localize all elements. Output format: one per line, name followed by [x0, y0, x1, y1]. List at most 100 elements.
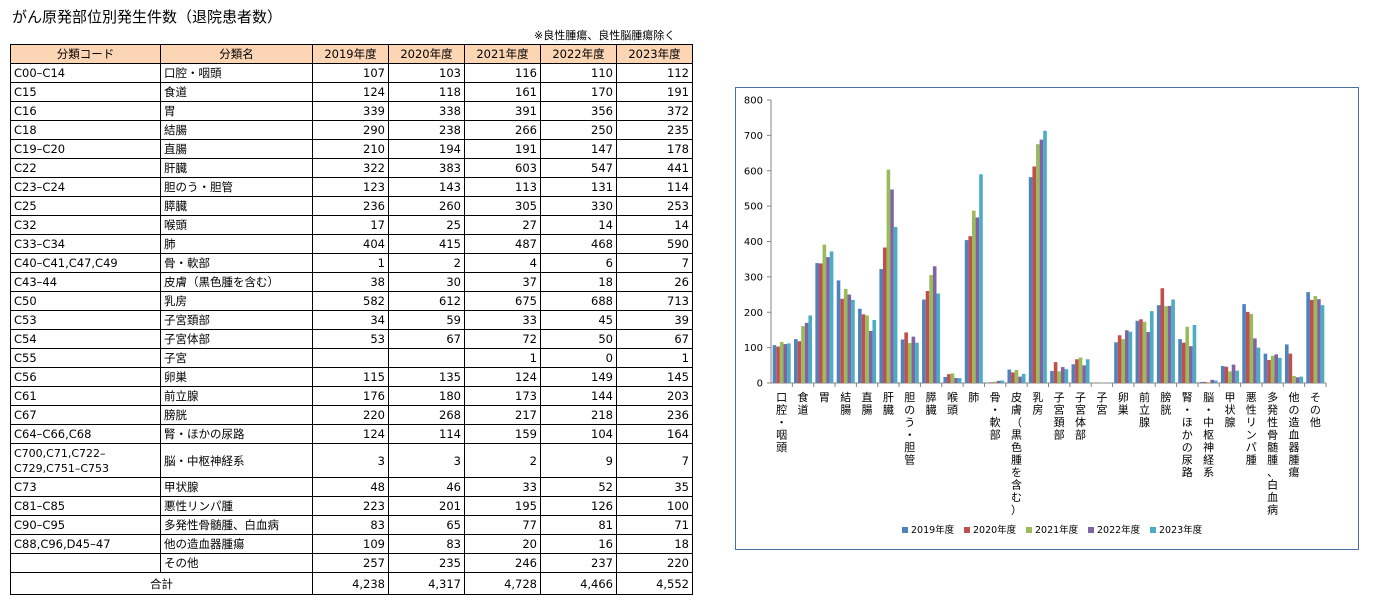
x-tick-label: 子宮体部 — [1075, 391, 1086, 442]
value-cell: 118 — [388, 82, 465, 102]
y-tick-label: 400 — [744, 237, 763, 248]
bar — [893, 226, 898, 383]
total-value-cell: 4,238 — [312, 572, 389, 595]
value-cell: 268 — [388, 405, 465, 425]
name-cell: 喉頭 — [160, 215, 313, 235]
bar — [779, 341, 784, 383]
table-row: C81–C85 悪性リンパ腫 223 201 195 126 100 — [10, 496, 693, 516]
bar — [915, 342, 919, 383]
bar — [1231, 364, 1236, 383]
bar — [1213, 380, 1218, 383]
value-cell: 487 — [464, 234, 541, 254]
bar — [1011, 372, 1015, 383]
legend-swatch — [1150, 527, 1156, 533]
code-cell: C22 — [10, 158, 161, 178]
value-cell: 39 — [616, 310, 693, 330]
column-header: 分類名 — [160, 44, 313, 64]
value-cell: 100 — [616, 496, 693, 516]
value-cell: 114 — [388, 424, 465, 444]
name-cell: 甲状腺 — [160, 477, 313, 497]
value-cell: 149 — [540, 367, 617, 387]
bar — [1156, 305, 1161, 383]
value-cell: 612 — [388, 291, 465, 311]
value-cell: 415 — [388, 234, 465, 254]
cancer-site-table: 分類コード 分類名 2019年度 2020年度 2021年度 2022年度 2023年度 C… — [10, 44, 693, 595]
bar — [907, 343, 912, 383]
table-row: C54 子宮体部 53 67 72 50 67 — [10, 329, 693, 349]
bar — [847, 294, 852, 383]
legend-swatch — [902, 527, 908, 533]
value-cell: 112 — [616, 63, 693, 83]
bar — [1128, 331, 1133, 383]
total-row: 合計 4,238 4,317 4,728 4,466 4,552 — [10, 572, 693, 595]
bar — [1267, 360, 1271, 383]
x-tick-label: 喉頭 — [947, 391, 958, 417]
bar — [1192, 324, 1197, 383]
code-cell: C61 — [10, 386, 161, 406]
y-tick-label: 300 — [744, 272, 763, 283]
value-cell: 223 — [312, 496, 389, 516]
bar — [886, 169, 891, 383]
value-cell: 180 — [388, 386, 465, 406]
value-cell: 1 — [464, 348, 541, 368]
value-cell: 220 — [616, 553, 693, 573]
value-cell: 27 — [464, 215, 541, 235]
bar — [1007, 369, 1012, 383]
bar — [1142, 321, 1147, 383]
name-cell: 食道 — [160, 82, 313, 102]
name-cell: 腎・ほかの尿路 — [160, 424, 313, 444]
bar — [1043, 130, 1047, 383]
table-row: C56 卵巣 115 135 124 149 145 — [10, 367, 693, 387]
code-cell: C67 — [10, 405, 161, 425]
name-cell: その他 — [160, 553, 313, 573]
bar — [1085, 359, 1090, 383]
bar — [904, 332, 908, 383]
value-cell: 103 — [388, 63, 465, 83]
x-tick-label: 結腸 — [840, 390, 851, 417]
value-cell: 164 — [616, 424, 693, 444]
bar — [1114, 342, 1118, 383]
bar — [797, 341, 802, 383]
bar — [818, 263, 823, 383]
value-cell: 109 — [312, 534, 389, 554]
code-cell: C19–C20 — [10, 139, 161, 159]
bar — [968, 236, 972, 383]
value-cell: 210 — [312, 139, 389, 159]
value-cell: 113 — [464, 177, 541, 197]
value-cell: 110 — [540, 63, 617, 83]
name-cell: 卵巣 — [160, 367, 313, 387]
bar — [996, 380, 1001, 383]
bar — [843, 288, 848, 383]
value-cell: 195 — [464, 496, 541, 516]
x-tick-label: 皮膚（黒色腫を含む） — [1011, 391, 1022, 517]
value-cell: 235 — [616, 120, 693, 140]
value-cell: 45 — [540, 310, 617, 330]
x-tick-label: 子宮頚部 — [1054, 391, 1065, 442]
bar — [1167, 305, 1172, 383]
table-row: C88,C96,D45–47 他の造血器腫瘍 109 83 20 16 18 — [10, 534, 693, 554]
column-header: 分類コード — [10, 44, 161, 64]
value-cell: 2 — [388, 253, 465, 273]
total-value-cell: 4,552 — [616, 572, 693, 595]
bar — [1032, 166, 1037, 383]
bar — [993, 381, 997, 383]
value-cell: 441 — [616, 158, 693, 178]
bar — [1021, 373, 1026, 383]
bar — [1274, 354, 1279, 383]
bar — [883, 247, 887, 383]
bar — [808, 315, 813, 383]
code-cell: C32 — [10, 215, 161, 235]
code-cell: C15 — [10, 82, 161, 102]
code-cell: C73 — [10, 477, 161, 497]
value-cell: 48 — [312, 477, 389, 497]
value-cell: 72 — [464, 329, 541, 349]
table-row: C18 結腸 290 238 266 250 235 — [10, 120, 693, 140]
value-cell: 33 — [464, 477, 541, 497]
bar — [1000, 380, 1005, 383]
bar — [1078, 357, 1083, 383]
value-cell: 220 — [312, 405, 389, 425]
table-row: C19–C20 直腸 210 194 191 147 178 — [10, 139, 693, 159]
bar — [1135, 320, 1140, 383]
bar — [1317, 299, 1321, 383]
table-row: C16 胃 339 338 391 356 372 — [10, 101, 693, 121]
